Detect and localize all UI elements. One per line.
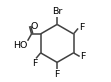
Text: O: O bbox=[30, 22, 38, 31]
Text: F: F bbox=[54, 70, 60, 79]
Text: F: F bbox=[33, 59, 38, 68]
Text: HO: HO bbox=[13, 41, 27, 50]
Text: F: F bbox=[80, 52, 86, 61]
Text: Br: Br bbox=[52, 7, 62, 16]
Text: F: F bbox=[79, 23, 84, 32]
